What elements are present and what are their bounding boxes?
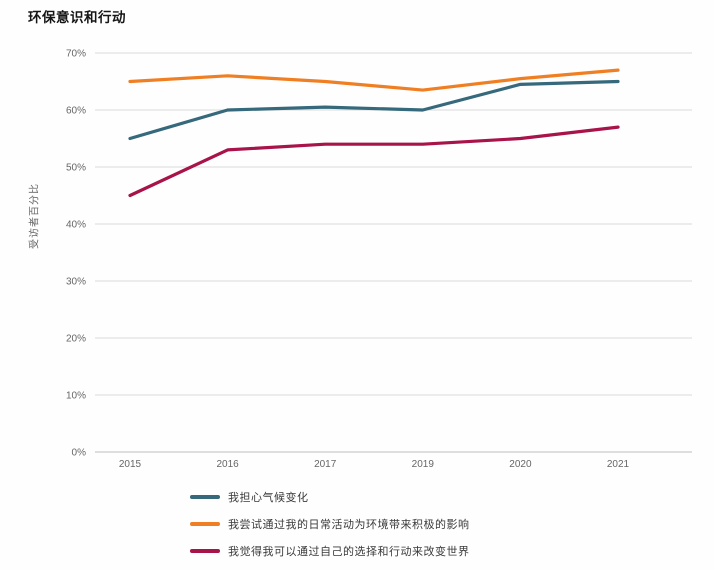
x-tick-label: 2020 [509,459,532,470]
legend-item-2: 我觉得我可以通过自己的选择和行动来改变世界 [190,542,470,560]
y-tick-label: 0% [72,448,87,459]
legend-swatch-icon [190,522,220,526]
x-tick-label: 2017 [314,459,337,470]
legend-item-0: 我担心气候变化 [190,488,470,506]
legend-swatch-icon [190,495,220,499]
x-tick-label: 2016 [216,459,239,470]
series-line-2 [128,125,620,198]
x-tick-label: 2021 [607,459,630,470]
chart-legend: 我担心气候变化我尝试通过我的日常活动为环境带来积极的影响 我觉得我可以通过自己的选… [190,488,470,569]
y-tick-label: 10% [66,391,86,402]
y-tick-label: 60% [66,106,86,117]
series-line-0 [128,79,620,141]
line-chart: 0% 10% 20% 30% 40% 50% 60% 70% 2015 2016 2017 2019 2… [66,49,692,470]
legend-label: 我觉得我可以通过自己的选择和行动来改变世界 [228,546,470,558]
legend-swatch-icon [190,549,220,553]
y-tick-label: 70% [66,49,86,60]
y-tick-label: 50% [66,163,86,174]
y-tick-label: 20% [66,334,86,345]
y-tick-label: 30% [66,277,86,288]
y-tick-label: 40% [66,220,86,231]
x-tick-label: 2015 [119,459,142,470]
series-line-1 [128,68,620,92]
legend-item-1: 我尝试通过我的日常活动为环境带来积极的影响 [190,515,470,533]
legend-label: 我担心气候变化 [228,492,309,504]
legend-label: 我尝试通过我的日常活动为环境带来积极的影响 [228,519,470,531]
chart-title: 环保意识和行动 [28,10,126,25]
x-tick-label: 2019 [412,459,435,470]
